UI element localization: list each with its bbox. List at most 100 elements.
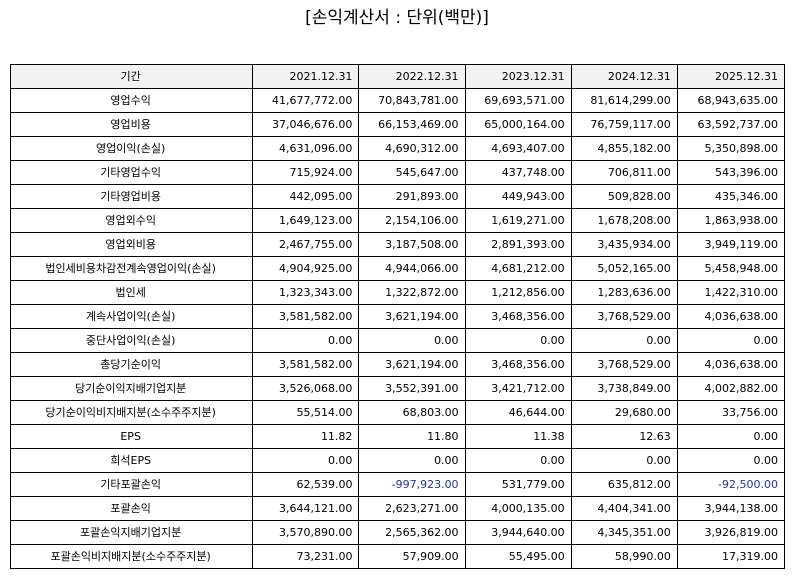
table-row: 영업비용 37,046,676.00 66,153,469.00 65,000,164… bbox=[9, 112, 786, 137]
table-row: 포괄손익지배기업지분 3,570,890.00 2,565,362.00 3,944,… bbox=[9, 520, 786, 545]
value-cell: 3,421,712.00 bbox=[464, 376, 572, 401]
value-cell: 68,943,635.00 bbox=[676, 88, 786, 113]
value-cell: 66,153,469.00 bbox=[358, 112, 466, 137]
value-cell: 0.00 bbox=[358, 448, 466, 473]
value-cell: 62,539.00 bbox=[252, 472, 360, 497]
value-cell: 3,570,890.00 bbox=[252, 520, 360, 545]
value-cell: 46,644.00 bbox=[464, 400, 572, 425]
value-cell: 11.82 bbox=[252, 424, 360, 449]
value-cell: 3,621,194.00 bbox=[358, 352, 466, 377]
table-row: 포괄손익비지배지분(소수주주지분) 73,231.00 57,909.00 55,49… bbox=[9, 544, 786, 569]
value-cell: 5,052,165.00 bbox=[570, 256, 678, 281]
value-cell: 4,036,638.00 bbox=[676, 352, 786, 377]
value-cell: 3,552,391.00 bbox=[358, 376, 466, 401]
value-cell: 57,909.00 bbox=[358, 544, 466, 569]
table-row: 영업이익(손실) 4,631,096.00 4,690,312.00 4,693,40… bbox=[9, 136, 786, 161]
table-row: 희석EPS 0.00 0.00 0.00 0.00 0.00 bbox=[9, 448, 786, 473]
table-row: 총당기순이익 3,581,582.00 3,621,194.00 3,468,356.… bbox=[9, 352, 786, 377]
row-label: 당기순이익비지배지분(소수주주지분) bbox=[9, 400, 254, 425]
value-cell: 5,458,948.00 bbox=[676, 256, 786, 281]
row-label: 영업이익(손실) bbox=[9, 136, 254, 161]
value-cell: 0.00 bbox=[252, 448, 360, 473]
row-label: 중단사업이익(손실) bbox=[9, 328, 254, 353]
value-cell: 449,943.00 bbox=[464, 184, 572, 209]
table-row: 당기순이익비지배지분(소수주주지분) 55,514.00 68,803.00 46,6… bbox=[9, 400, 786, 425]
value-cell: 4,944,066.00 bbox=[358, 256, 466, 281]
value-cell: -92,500.00 bbox=[676, 472, 786, 497]
table-row: 법인세 1,323,343.00 1,322,872.00 1,212,856.00 1… bbox=[9, 280, 786, 305]
value-cell: 4,036,638.00 bbox=[676, 304, 786, 329]
table-row: 당기순이익지배기업지분 3,526,068.00 3,552,391.00 3,421… bbox=[9, 376, 786, 401]
value-cell: 4,345,351.00 bbox=[570, 520, 678, 545]
table-row: EPS 11.82 11.80 11.38 12.63 0.00 bbox=[9, 424, 786, 449]
value-cell: 81,614,299.00 bbox=[570, 88, 678, 113]
income-statement-table: 기간 2021.12.31 2022.12.31 2023.12.31 2024… bbox=[9, 64, 786, 569]
row-label: EPS bbox=[9, 424, 254, 449]
header-year: 2021.12.31 bbox=[252, 64, 360, 89]
row-label: 영업외비용 bbox=[9, 232, 254, 257]
header-year: 2025.12.31 bbox=[676, 64, 786, 89]
value-cell: 4,693,407.00 bbox=[464, 136, 572, 161]
value-cell: 3,768,529.00 bbox=[570, 352, 678, 377]
header-period-label: 기간 bbox=[9, 64, 254, 89]
value-cell: 73,231.00 bbox=[252, 544, 360, 569]
value-cell: 17,319.00 bbox=[676, 544, 786, 569]
value-cell: 1,619,271.00 bbox=[464, 208, 572, 233]
header-year: 2022.12.31 bbox=[358, 64, 466, 89]
value-cell: 0.00 bbox=[252, 328, 360, 353]
value-cell: 442,095.00 bbox=[252, 184, 360, 209]
table-row: 영업외비용 2,467,755.00 3,187,508.00 2,891,393.0… bbox=[9, 232, 786, 257]
value-cell: 0.00 bbox=[464, 328, 572, 353]
row-label: 영업외수익 bbox=[9, 208, 254, 233]
value-cell: 3,468,356.00 bbox=[464, 304, 572, 329]
row-label: 포괄손익 bbox=[9, 496, 254, 521]
row-label: 기타포괄손익 bbox=[9, 472, 254, 497]
row-label: 희석EPS bbox=[9, 448, 254, 473]
row-label: 포괄손익비지배지분(소수주주지분) bbox=[9, 544, 254, 569]
value-cell: 2,467,755.00 bbox=[252, 232, 360, 257]
value-cell: 3,468,356.00 bbox=[464, 352, 572, 377]
row-label: 영업수익 bbox=[9, 88, 254, 113]
table-row: 계속사업이익(손실) 3,581,582.00 3,621,194.00 3,468,… bbox=[9, 304, 786, 329]
value-cell: 55,495.00 bbox=[464, 544, 572, 569]
header-row: 기간 2021.12.31 2022.12.31 2023.12.31 2024… bbox=[9, 64, 786, 89]
value-cell: 12.63 bbox=[570, 424, 678, 449]
table-row: 기타영업비용 442,095.00 291,893.00 449,943.00 509,… bbox=[9, 184, 786, 209]
table-row: 포괄손익 3,644,121.00 2,623,271.00 4,000,135.00… bbox=[9, 496, 786, 521]
value-cell: 715,924.00 bbox=[252, 160, 360, 185]
value-cell: 58,990.00 bbox=[570, 544, 678, 569]
value-cell: 76,759,117.00 bbox=[570, 112, 678, 137]
value-cell: 3,644,121.00 bbox=[252, 496, 360, 521]
row-label: 법인세 bbox=[9, 280, 254, 305]
value-cell: 0.00 bbox=[570, 328, 678, 353]
value-cell: 0.00 bbox=[676, 328, 786, 353]
value-cell: 1,322,872.00 bbox=[358, 280, 466, 305]
value-cell: 37,046,676.00 bbox=[252, 112, 360, 137]
value-cell: 0.00 bbox=[676, 448, 786, 473]
value-cell: 4,002,882.00 bbox=[676, 376, 786, 401]
value-cell: 4,904,925.00 bbox=[252, 256, 360, 281]
value-cell: -997,923.00 bbox=[358, 472, 466, 497]
value-cell: 3,581,582.00 bbox=[252, 352, 360, 377]
table-header: 기간 2021.12.31 2022.12.31 2023.12.31 2024… bbox=[9, 64, 786, 89]
row-label: 계속사업이익(손실) bbox=[9, 304, 254, 329]
value-cell: 0.00 bbox=[570, 448, 678, 473]
row-label: 기타영업비용 bbox=[9, 184, 254, 209]
value-cell: 3,187,508.00 bbox=[358, 232, 466, 257]
table-row: 중단사업이익(손실) 0.00 0.00 0.00 0.00 0.00 bbox=[9, 328, 786, 353]
value-cell: 63,592,737.00 bbox=[676, 112, 786, 137]
table-row: 영업외수익 1,649,123.00 2,154,106.00 1,619,271.0… bbox=[9, 208, 786, 233]
table-row: 기타영업수익 715,924.00 545,647.00 437,748.00 706,… bbox=[9, 160, 786, 185]
value-cell: 1,863,938.00 bbox=[676, 208, 786, 233]
value-cell: 4,690,312.00 bbox=[358, 136, 466, 161]
table-row: 법인세비용차감전계속영업이익(손실) 4,904,925.00 4,944,066.… bbox=[9, 256, 786, 281]
value-cell: 1,678,208.00 bbox=[570, 208, 678, 233]
value-cell: 2,623,271.00 bbox=[358, 496, 466, 521]
value-cell: 1,649,123.00 bbox=[252, 208, 360, 233]
value-cell: 1,212,856.00 bbox=[464, 280, 572, 305]
value-cell: 68,803.00 bbox=[358, 400, 466, 425]
value-cell: 2,565,362.00 bbox=[358, 520, 466, 545]
value-cell: 1,323,343.00 bbox=[252, 280, 360, 305]
value-cell: 509,828.00 bbox=[570, 184, 678, 209]
value-cell: 70,843,781.00 bbox=[358, 88, 466, 113]
